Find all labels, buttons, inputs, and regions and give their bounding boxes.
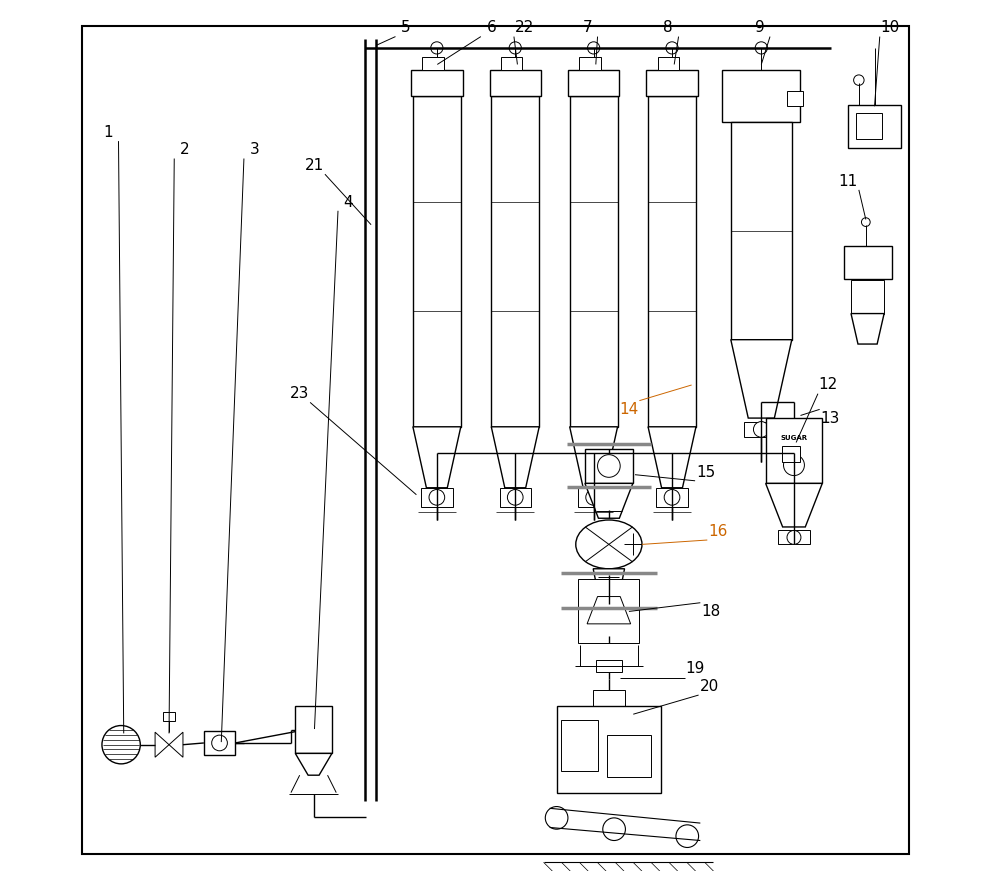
Bar [578, 579, 639, 643]
Text: 14: 14 [619, 402, 639, 417]
Text: 20: 20 [699, 679, 719, 694]
Circle shape [431, 42, 443, 54]
Text: 19: 19 [685, 661, 705, 677]
Bar [656, 488, 688, 507]
Circle shape [784, 455, 804, 476]
Bar [557, 706, 661, 793]
Circle shape [598, 455, 620, 477]
Circle shape [429, 490, 445, 505]
Bar [658, 57, 679, 70]
Circle shape [212, 735, 227, 751]
Bar [579, 57, 601, 70]
Polygon shape [766, 483, 822, 527]
Circle shape [586, 490, 601, 505]
Bar [851, 280, 884, 314]
Text: 3: 3 [250, 142, 259, 158]
Bar [856, 113, 882, 139]
Circle shape [787, 530, 801, 544]
Circle shape [102, 726, 140, 764]
Bar [848, 105, 901, 148]
Polygon shape [593, 569, 625, 604]
Text: SUGAR: SUGAR [780, 435, 808, 441]
Text: 7: 7 [582, 20, 592, 36]
Circle shape [755, 42, 767, 54]
Bar [722, 70, 800, 122]
Circle shape [507, 490, 523, 505]
Polygon shape [413, 427, 461, 488]
Text: 10: 10 [881, 20, 900, 36]
Circle shape [790, 489, 797, 496]
Bar [578, 488, 609, 507]
Polygon shape [648, 427, 696, 488]
Circle shape [753, 422, 769, 437]
Text: 4: 4 [344, 194, 353, 210]
Polygon shape [731, 340, 792, 418]
Circle shape [664, 490, 680, 505]
Polygon shape [169, 733, 183, 757]
Bar [561, 720, 598, 771]
Bar [596, 660, 622, 672]
Bar [411, 70, 463, 96]
Bar [204, 731, 235, 755]
Bar [500, 488, 531, 507]
Bar [490, 70, 541, 96]
Bar [607, 735, 651, 777]
Bar [593, 690, 625, 706]
Text: 2: 2 [180, 142, 190, 158]
Bar [568, 70, 619, 96]
Circle shape [603, 818, 625, 841]
Text: 5: 5 [401, 20, 411, 36]
Text: 15: 15 [696, 464, 715, 480]
Bar [787, 91, 803, 106]
Circle shape [509, 42, 521, 54]
Bar [163, 712, 175, 721]
Polygon shape [491, 427, 539, 488]
Bar [501, 57, 522, 70]
Bar [585, 449, 633, 483]
Circle shape [676, 825, 699, 847]
Bar [844, 246, 892, 279]
Circle shape [545, 807, 568, 829]
Bar [778, 530, 810, 544]
Bar [491, 96, 539, 427]
Text: 8: 8 [663, 20, 673, 36]
Text: 1: 1 [103, 125, 113, 140]
Text: 16: 16 [708, 523, 727, 539]
Circle shape [666, 42, 678, 54]
Circle shape [854, 75, 864, 85]
Polygon shape [570, 427, 618, 488]
Polygon shape [851, 314, 884, 344]
Text: 13: 13 [820, 410, 840, 426]
Text: 18: 18 [701, 604, 720, 619]
Bar [422, 57, 444, 70]
Bar [731, 122, 792, 340]
Bar [744, 422, 779, 437]
Text: 11: 11 [839, 173, 858, 189]
Bar [570, 96, 618, 427]
Polygon shape [155, 733, 169, 757]
Bar [782, 446, 800, 462]
Polygon shape [585, 483, 633, 518]
Bar [646, 70, 698, 96]
Bar [413, 96, 461, 427]
Text: 22: 22 [515, 20, 534, 36]
Bar [648, 96, 696, 427]
Bar [421, 488, 453, 507]
Text: 21: 21 [305, 158, 324, 173]
Text: 6: 6 [486, 20, 496, 36]
Bar [295, 706, 332, 753]
Text: 9: 9 [755, 20, 764, 36]
Circle shape [861, 218, 870, 226]
Ellipse shape [576, 520, 642, 569]
Circle shape [588, 42, 600, 54]
Text: 12: 12 [819, 377, 838, 393]
Text: 23: 23 [290, 386, 309, 402]
Bar [766, 418, 822, 483]
Polygon shape [295, 753, 332, 775]
Polygon shape [587, 597, 631, 624]
